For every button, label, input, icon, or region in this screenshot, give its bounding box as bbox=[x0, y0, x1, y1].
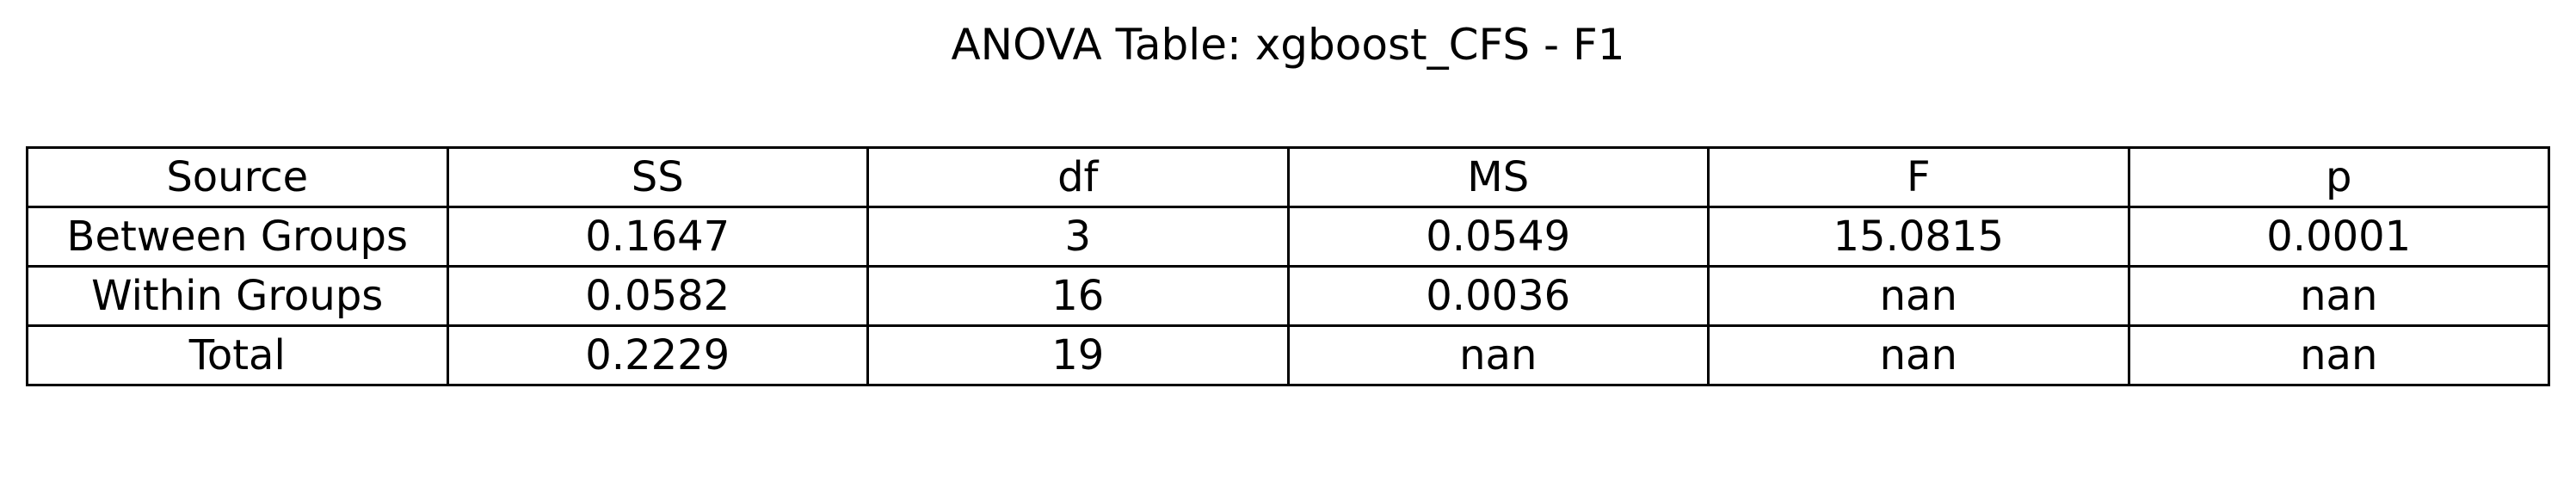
header-cell-ss: SS bbox=[446, 146, 869, 208]
cell-f: nan bbox=[1707, 324, 2130, 386]
cell-p: 0.0001 bbox=[2127, 206, 2550, 268]
cell-f: 15.0815 bbox=[1707, 206, 2130, 268]
header-cell-df: df bbox=[866, 146, 1290, 208]
cell-source: Between Groups bbox=[26, 206, 449, 268]
cell-ss: 0.2229 bbox=[446, 324, 869, 386]
anova-table: Source SS df MS F p Between Groups 0.164… bbox=[26, 146, 2550, 386]
cell-df: 3 bbox=[866, 206, 1290, 268]
table-row-within-groups: Within Groups 0.0582 16 0.0036 nan nan bbox=[26, 265, 2550, 327]
header-cell-source: Source bbox=[26, 146, 449, 208]
cell-df: 19 bbox=[866, 324, 1290, 386]
table-row-total: Total 0.2229 19 nan nan nan bbox=[26, 324, 2550, 386]
cell-ms: 0.0549 bbox=[1286, 206, 1710, 268]
header-cell-p: p bbox=[2127, 146, 2550, 208]
cell-df: 16 bbox=[866, 265, 1290, 327]
cell-p: nan bbox=[2127, 324, 2550, 386]
cell-ss: 0.1647 bbox=[446, 206, 869, 268]
cell-source: Within Groups bbox=[26, 265, 449, 327]
table-row-between-groups: Between Groups 0.1647 3 0.0549 15.0815 0… bbox=[26, 206, 2550, 268]
cell-f: nan bbox=[1707, 265, 2130, 327]
header-cell-ms: MS bbox=[1286, 146, 1710, 208]
cell-p: nan bbox=[2127, 265, 2550, 327]
cell-source: Total bbox=[26, 324, 449, 386]
cell-ms: 0.0036 bbox=[1286, 265, 1710, 327]
table-header-row: Source SS df MS F p bbox=[26, 146, 2550, 208]
cell-ss: 0.0582 bbox=[446, 265, 869, 327]
cell-ms: nan bbox=[1286, 324, 1710, 386]
header-cell-f: F bbox=[1707, 146, 2130, 208]
chart-title: ANOVA Table: xgboost_CFS - F1 bbox=[951, 20, 1625, 70]
